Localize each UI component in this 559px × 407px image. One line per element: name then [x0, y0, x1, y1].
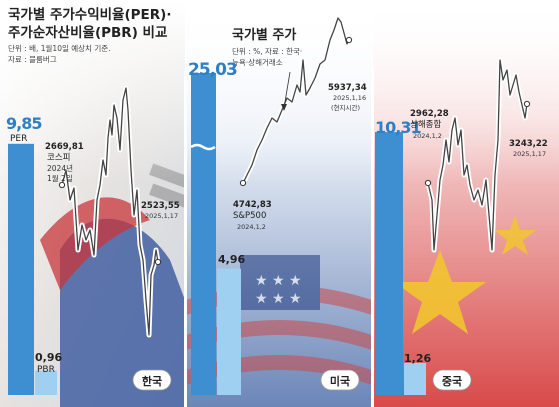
chart-source-note: 자료 : 블룸버그 [8, 54, 57, 64]
us-header-pointer-arrow [281, 104, 287, 111]
kospi-end-date: 2025,1,17 [145, 212, 178, 220]
sp500-line-core [242, 17, 350, 184]
korea-per-value-label: 9,85 [6, 114, 42, 133]
china-pbr-value-label: 1,26 [404, 352, 431, 365]
usa-badge-label: 미국 [330, 374, 350, 388]
china-pbr-bar [404, 362, 426, 395]
korea-pbr-bar [35, 370, 57, 395]
sp500-end-note: (현지시간) [331, 103, 360, 112]
korea-badge: 한국 [132, 369, 172, 391]
usa-pbr-value-label: 4,96 [218, 253, 245, 266]
shanghai-end-value: 3243,22 [509, 139, 548, 149]
china-badge-label: 중국 [442, 375, 462, 388]
shanghai-end-point [523, 100, 531, 108]
korea-pbr-category-label: PBR [37, 365, 55, 375]
shanghai-start-point [424, 179, 432, 187]
kospi-end-value: 2523,55 [141, 201, 180, 211]
shanghai-start-date: 2024,1,2 [413, 132, 442, 140]
shanghai-line-core [427, 59, 528, 251]
kospi-start-date-line2: 1월 2일 [47, 173, 73, 183]
kospi-line-core [61, 87, 159, 336]
china-badge: 중국 [432, 369, 472, 391]
sp500-end-point [345, 36, 353, 44]
chart-title-line2: 주가순자산비율(PBR) 비교 [8, 24, 167, 41]
shanghai-name-label: 상해종합 [410, 119, 441, 130]
shanghai-start-value: 2962,28 [410, 109, 449, 119]
chart-title-line1: 국가별 주가수익비율(PER)· [8, 6, 171, 23]
sp500-start-date: 2024,1,2 [237, 223, 266, 231]
sp500-start-value: 4742,83 [233, 200, 272, 210]
usa-per-bar-break-mark [190, 143, 216, 151]
us-panel-unit-note: 단위 : %, 자료 : 한국· [232, 46, 302, 56]
chart-unit-note: 단위 : 배, 1월10일 예상치 기준. [8, 43, 111, 53]
china-per-bar [375, 132, 403, 395]
kospi-start-date-line1: 2024년 [47, 163, 73, 173]
panel-divider-left [184, 68, 187, 407]
us-panel-title: 국가별 주가 [232, 27, 296, 43]
kospi-name-label: 코스피 [47, 153, 70, 163]
usa-badge: 미국 [320, 369, 360, 391]
korea-per-bar [8, 143, 34, 395]
sp500-start-point [239, 179, 247, 187]
kospi-end-point [154, 258, 162, 266]
panel-divider-right [371, 68, 374, 407]
sp500-name-label: S&P500 [233, 211, 266, 221]
usa-panel-background: ★ ★ ★ ★ ★ ★ [186, 0, 372, 407]
us-panel-source-note: 뉴욕·상해거래소 [232, 57, 283, 67]
kospi-start-point [58, 181, 66, 189]
shanghai-end-date: 2025,1,17 [513, 150, 546, 158]
usa-pbr-bar [217, 268, 241, 395]
usa-per-bar [191, 73, 216, 395]
usa-per-value-label: 25,03 [188, 60, 237, 80]
china-panel-background [373, 0, 559, 407]
korea-per-category-label: PER [10, 134, 27, 144]
korea-pbr-value-label: 0,96 [35, 351, 62, 364]
china-per-value-label: 10,31 [375, 118, 421, 137]
us-header-pointer [283, 71, 291, 109]
kospi-start-value: 2669,81 [45, 142, 84, 152]
sp500-end-value: 5937,34 [328, 83, 367, 93]
sp500-end-date: 2025,1,16 [333, 94, 366, 102]
korea-badge-label: 한국 [142, 374, 162, 388]
